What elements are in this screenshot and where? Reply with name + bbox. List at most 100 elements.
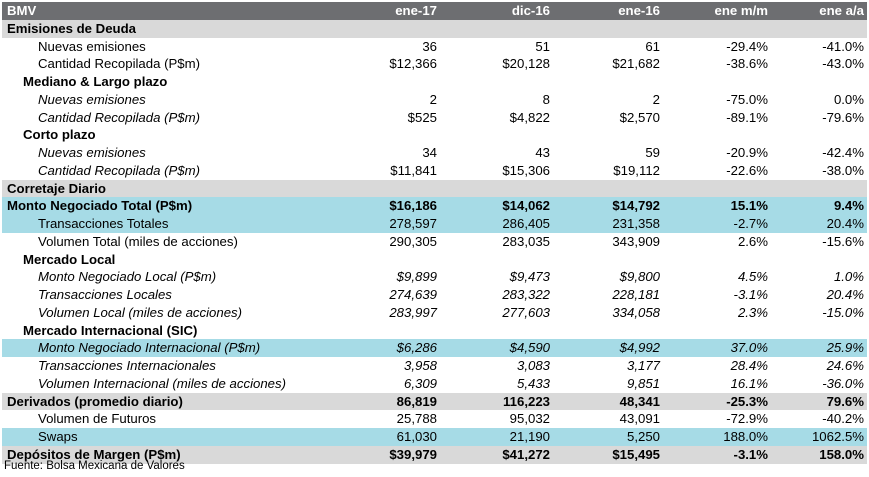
row-value: -3.1% (733, 446, 768, 462)
row-label: Corretaje Diario (7, 180, 106, 196)
row-value: -89.1% (726, 109, 768, 125)
row-value: $4,590 (509, 340, 550, 356)
row-value: 1062.5% (811, 429, 864, 444)
row-label: Nuevas emisiones (38, 38, 146, 54)
header-col-dic16: dic-16 (511, 3, 550, 18)
table-row: Volumen Total (miles de acciones) 290,305… (2, 233, 867, 251)
row-value: 290,305 (389, 233, 437, 249)
row-value: $20,128 (502, 56, 550, 72)
row-value (437, 180, 550, 198)
row-value: -25.3% (726, 393, 768, 409)
row-label: Monto Negociado Total (P$m) (7, 198, 193, 214)
row-value: 51 (535, 38, 550, 54)
row-value: 2 (429, 91, 437, 107)
row-value (660, 20, 768, 38)
row-value: 334,058 (612, 304, 660, 320)
row-value: $15,306 (502, 162, 550, 178)
row-value (768, 126, 864, 144)
table-row: Monto Negociado Internacional (P$m) $6,28… (2, 339, 867, 357)
table-row: Mercado Internacional (SIC) (2, 322, 867, 340)
row-value (660, 180, 768, 198)
table-row: Swaps 61,030 21,190 5,250 188.0% 1062.5% (2, 428, 867, 446)
row-value: 6,309 (403, 375, 437, 391)
row-value (302, 126, 437, 144)
row-value: $525 (407, 109, 437, 125)
row-value: $16,186 (389, 198, 437, 214)
row-value (437, 126, 550, 144)
row-value (768, 322, 864, 340)
row-value (302, 20, 437, 38)
row-value (660, 73, 768, 91)
row-value (437, 322, 550, 340)
row-label: Mediano & Largo plazo (23, 74, 168, 89)
row-value: $9,473 (509, 269, 550, 285)
row-value: $14,062 (502, 198, 550, 214)
row-value: 343,909 (612, 233, 660, 249)
row-value: 283,322 (502, 287, 550, 302)
row-value: 283,035 (502, 233, 550, 249)
row-value (302, 322, 437, 340)
row-value: 21,190 (509, 429, 550, 444)
row-value (302, 180, 437, 198)
row-value: 15.1% (730, 198, 768, 214)
row-value (550, 322, 660, 340)
row-value: 36 (422, 38, 437, 54)
row-value: -38.6% (726, 56, 768, 72)
row-value (550, 251, 660, 269)
row-value: -40.2% (822, 411, 864, 427)
row-value: $4,822 (509, 109, 550, 125)
table-header-row: BMV ene-17 dic-16 ene-16 ene m/m ene a/a (2, 2, 867, 20)
table-row: Volumen de Futuros 25,788 95,032 43,091 -72.… (2, 410, 867, 428)
table-row: Nuevas emisiones 2 8 2 -75.0% 0.0% (2, 91, 867, 109)
row-value: 2.6% (737, 233, 768, 249)
row-value: 158.0% (819, 446, 864, 462)
row-value: 20.4% (826, 287, 864, 302)
row-value: 0.0% (833, 91, 864, 107)
row-value: 278,597 (389, 216, 437, 231)
row-value: 116,223 (503, 393, 550, 409)
row-value (302, 251, 437, 269)
row-value: 286,405 (502, 216, 550, 231)
table-row: Mercado Local (2, 251, 867, 269)
row-label: Volumen Total (miles de acciones) (38, 233, 238, 249)
table-row: Volumen Internacional (miles de acciones… (2, 375, 867, 393)
table-row: Cantidad Recopilada (P$m) $11,841 $15,306 $… (2, 162, 867, 180)
row-value: -29.4% (726, 38, 768, 54)
row-value: $14,792 (612, 198, 660, 214)
row-label: Transacciones Totales (38, 216, 169, 231)
row-value: -41.0% (822, 38, 864, 54)
row-value: -38.0% (822, 162, 864, 178)
table-row: Corto plazo (2, 126, 867, 144)
row-value: 2.3% (737, 304, 768, 320)
row-value: 5,433 (516, 375, 550, 391)
table-row: Monto Negociado Total (P$m) $16,186 $14,06… (2, 197, 867, 215)
table-row: Volumen Local (miles de acciones) 283,997… (2, 304, 867, 322)
row-value (660, 126, 768, 144)
row-value: -15.0% (822, 304, 864, 320)
row-value (768, 73, 864, 91)
row-value: 3,177 (626, 358, 660, 373)
row-value: 59 (645, 145, 660, 160)
row-value: 24.6% (826, 358, 864, 373)
row-value (302, 73, 437, 91)
row-label: Monto Negociado Internacional (P$m) (38, 340, 261, 356)
row-label: Mercado Internacional (SIC) (23, 322, 198, 338)
row-value: 2 (652, 91, 660, 107)
row-value: -72.9% (726, 411, 768, 427)
row-value: -3.1% (733, 287, 768, 302)
row-value: -42.4% (822, 145, 864, 160)
row-value (660, 322, 768, 340)
row-value: $12,366 (389, 56, 437, 72)
row-label: Monto Negociado Local (P$m) (38, 269, 217, 285)
row-value: -20.9% (726, 145, 768, 160)
table-row: Mediano & Largo plazo (2, 73, 867, 91)
row-value: $9,800 (619, 269, 660, 285)
row-label: Mercado Local (23, 251, 116, 267)
row-value (550, 180, 660, 198)
row-value: -36.0% (822, 375, 864, 391)
table-row: Transacciones Totales 278,597 286,405 231,3… (2, 215, 867, 233)
header-col-ene16: ene-16 (618, 3, 660, 18)
row-value: 188.0% (723, 429, 768, 444)
row-value: 277,603 (502, 304, 550, 320)
row-value (550, 126, 660, 144)
